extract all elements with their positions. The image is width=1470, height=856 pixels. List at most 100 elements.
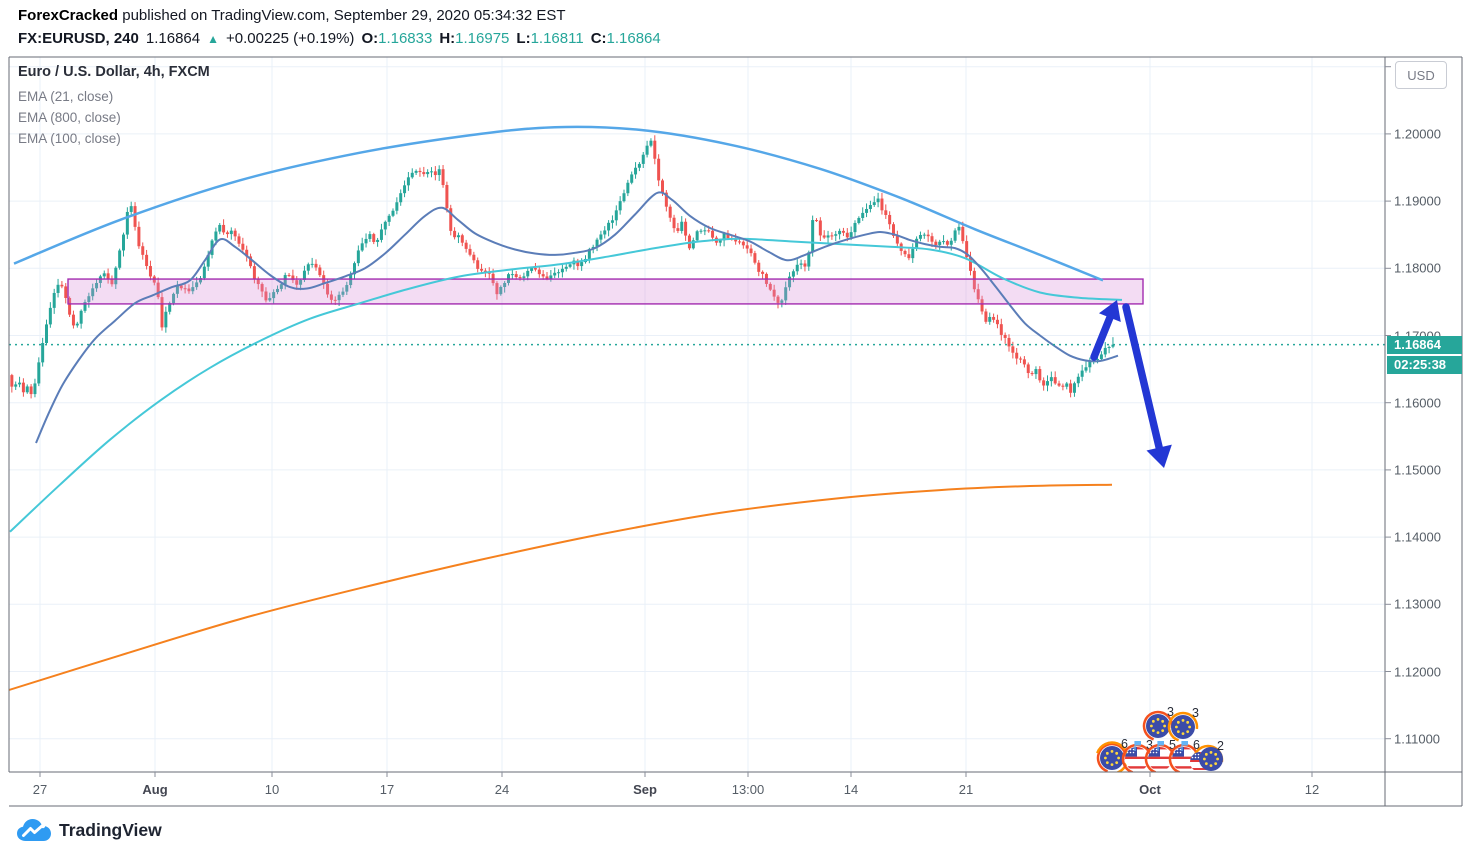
currency-toggle-button[interactable]: USD [1395,61,1447,89]
candle-body [826,235,830,238]
calendar-event-icon[interactable]: 5 [1142,738,1178,788]
tradingview-cloud-icon [17,819,51,841]
candle-body [649,140,653,146]
candle-body [87,296,91,303]
supply-zone[interactable] [67,278,1144,305]
candle-body [741,241,745,246]
candle-body [838,230,842,235]
candle-body [379,229,383,240]
candle-body [241,243,245,250]
time-axis-label: 10 [264,782,280,797]
tradingview-logo-text: TradingView [59,819,162,840]
candle-body [468,248,472,255]
candle-body [957,226,961,231]
candle-body [414,170,418,173]
candle-body [857,217,861,223]
candle-body [915,238,919,249]
event-count: 3 [1146,738,1153,752]
symbol-name[interactable]: FX:EURUSD, 240 [18,30,139,47]
calendar-event-icon[interactable]: 3 [1165,706,1201,745]
price-tick-label: 1.18000 [1394,260,1441,276]
candle-body [703,230,707,232]
candle-body [726,233,730,239]
open-label: O: [361,30,379,47]
candle-body [576,260,580,267]
candle-body [1096,359,1100,361]
candle-body [122,234,125,251]
candle-body [768,283,772,290]
candle-body [514,274,518,278]
chart-title[interactable]: Euro / U.S. Dollar, 4h, FXCM [18,64,210,80]
candle-body [168,303,172,312]
candle-body [1057,383,1061,386]
candle-body [329,294,333,300]
indicator-ema800[interactable]: EMA (800, close) [18,110,121,125]
indicator-ema100[interactable]: EMA (100, close) [18,131,121,146]
candle-body [722,233,726,241]
candle-body [541,274,545,277]
candle-body [1061,385,1065,387]
candle-body [1019,358,1023,360]
candle-body [399,193,403,203]
candle-body [603,230,607,235]
candle-body [237,236,241,244]
candle-body [776,296,780,303]
candle-body [202,266,206,279]
candle-body [834,234,838,236]
calendar-event-icon[interactable]: 3 [1140,705,1176,744]
tradingview-logo[interactable]: TradingView [16,817,162,843]
candle-body [14,384,18,387]
calendar-event-icon[interactable]: 2 [1190,739,1226,786]
candle-body [21,382,25,393]
candle-body [980,299,984,312]
candle-body [1042,380,1046,386]
event-pin-flag-icon [1158,741,1164,746]
candle-body [1046,381,1049,386]
candle-body [610,220,614,223]
candle-body [1084,367,1088,371]
candle-body [1030,373,1034,375]
candle-body [268,298,272,301]
candle-body [972,270,976,290]
candle-body [884,210,888,215]
candle-body [811,220,815,253]
candle-body [853,222,857,233]
ema800-line [9,483,1113,692]
close-value: 1.16864 [606,30,661,47]
candle-body [333,299,337,301]
time-axis-label: 24 [494,782,510,797]
candle-body [645,145,649,155]
indicator-ema21[interactable]: EMA (21, close) [18,89,114,104]
candle-body [48,307,52,325]
time-axis-label: 17 [379,782,395,797]
candle-body [172,293,176,304]
candle-body [1088,360,1092,368]
event-pin-flag-icon [1182,741,1188,746]
event-ring [1167,711,1199,743]
candle-body [630,174,634,183]
candle-body [815,220,818,222]
bar-countdown-badge: 02:25:38 [1387,355,1462,374]
candle-body [680,221,684,231]
candle-body [148,266,152,277]
calendar-event-icon[interactable]: 3 [1119,738,1155,788]
candle-body [326,283,330,295]
down-arrow-annotation[interactable] [1122,303,1163,452]
candle-body [160,297,164,328]
candle-body [68,297,72,315]
candle-body [1003,334,1007,338]
candle-body [337,294,341,301]
candle-body [1107,347,1111,349]
candle-body [988,316,992,322]
candle-body [799,263,803,265]
candle-body [772,289,776,297]
candle-body [876,198,880,203]
candle-body [395,202,399,211]
candle-body [668,206,672,218]
candle-body [999,324,1003,335]
up-arrow-annotation[interactable] [1090,313,1114,361]
candle-body [849,232,853,238]
candle-body [387,215,391,222]
